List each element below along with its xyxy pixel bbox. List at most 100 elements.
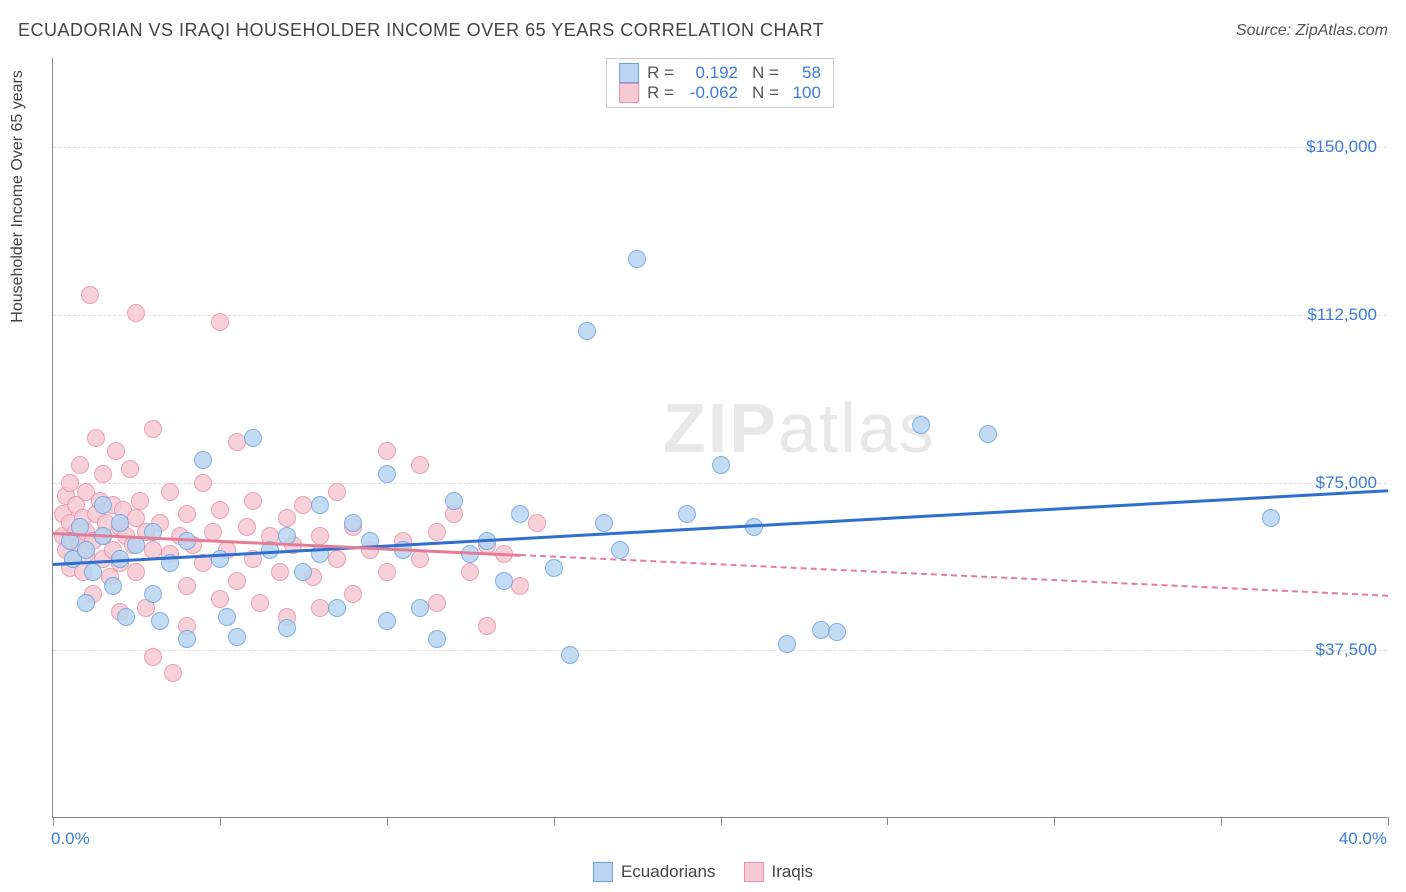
data-point xyxy=(144,585,162,603)
y-tick-label: $112,500 xyxy=(1307,305,1377,325)
data-point xyxy=(81,286,99,304)
trend-line-dashed xyxy=(520,554,1388,597)
y-tick-label: $150,000 xyxy=(1306,137,1377,157)
legend-swatch xyxy=(619,63,639,83)
r-value: -0.062 xyxy=(682,83,738,103)
legend-label: Iraqis xyxy=(771,862,813,882)
x-tick xyxy=(1388,817,1389,825)
data-point xyxy=(228,572,246,590)
n-label: N = xyxy=(752,83,779,103)
data-point xyxy=(828,623,846,641)
data-point xyxy=(61,474,79,492)
data-point xyxy=(461,563,479,581)
data-point xyxy=(712,456,730,474)
data-point xyxy=(271,563,289,581)
gridline xyxy=(53,650,1387,651)
data-point xyxy=(127,304,145,322)
data-point xyxy=(1262,509,1280,527)
stats-legend: R = 0.192 N = 58R = -0.062 N = 100 xyxy=(606,58,834,108)
data-point xyxy=(77,594,95,612)
gridline xyxy=(53,147,1387,148)
data-point xyxy=(278,509,296,527)
data-point xyxy=(161,483,179,501)
data-point xyxy=(211,501,229,519)
n-value: 100 xyxy=(787,83,821,103)
gridline xyxy=(53,483,1387,484)
data-point xyxy=(328,483,346,501)
legend-label: Ecuadorians xyxy=(621,862,716,882)
data-point xyxy=(428,523,446,541)
legend-swatch xyxy=(743,862,763,882)
data-point xyxy=(912,416,930,434)
r-value: 0.192 xyxy=(682,63,738,83)
data-point xyxy=(428,594,446,612)
data-point xyxy=(87,429,105,447)
data-point xyxy=(104,577,122,595)
x-tick-label: 0.0% xyxy=(51,829,90,849)
data-point xyxy=(979,425,997,443)
data-point xyxy=(311,527,329,545)
x-tick xyxy=(1221,817,1222,825)
data-point xyxy=(328,599,346,617)
series-legend: Ecuadorians Iraqis xyxy=(593,862,813,882)
data-point xyxy=(77,541,95,559)
chart-header: ECUADORIAN VS IRAQI HOUSEHOLDER INCOME O… xyxy=(18,20,1388,41)
stats-row: R =-0.062N =100 xyxy=(619,83,821,103)
data-point xyxy=(144,541,162,559)
data-point xyxy=(578,322,596,340)
data-point xyxy=(194,451,212,469)
data-point xyxy=(144,648,162,666)
legend-swatch xyxy=(619,83,639,103)
legend-item: Ecuadorians xyxy=(593,862,716,882)
n-label: N = xyxy=(752,63,779,83)
data-point xyxy=(94,496,112,514)
n-value: 58 xyxy=(787,63,821,83)
data-point xyxy=(151,612,169,630)
data-point xyxy=(94,465,112,483)
gridline xyxy=(53,315,1387,316)
x-tick xyxy=(387,817,388,825)
data-point xyxy=(144,420,162,438)
data-point xyxy=(244,429,262,447)
data-point xyxy=(238,518,256,536)
data-point xyxy=(178,505,196,523)
x-tick xyxy=(220,817,221,825)
x-tick xyxy=(1054,817,1055,825)
data-point xyxy=(311,496,329,514)
data-point xyxy=(611,541,629,559)
data-point xyxy=(595,514,613,532)
data-point xyxy=(278,619,296,637)
data-point xyxy=(511,577,529,595)
data-point xyxy=(211,313,229,331)
data-point xyxy=(218,608,236,626)
data-point xyxy=(111,514,129,532)
data-point xyxy=(84,563,102,581)
data-point xyxy=(628,250,646,268)
x-tick xyxy=(53,817,54,825)
data-point xyxy=(178,630,196,648)
x-tick xyxy=(721,817,722,825)
stats-row: R = 0.192 N = 58 xyxy=(619,63,821,83)
data-point xyxy=(445,492,463,510)
y-tick-label: $37,500 xyxy=(1316,640,1377,660)
data-point xyxy=(164,664,182,682)
data-point xyxy=(561,646,579,664)
data-point xyxy=(344,514,362,532)
data-point xyxy=(311,599,329,617)
data-point xyxy=(411,456,429,474)
watermark: ZIPatlas xyxy=(663,388,936,468)
data-point xyxy=(511,505,529,523)
plot-area: ZIPatlas R = 0.192 N = 58R = -0.062 N = 100 $3… xyxy=(52,58,1387,818)
data-point xyxy=(428,630,446,648)
data-point xyxy=(211,590,229,608)
data-point xyxy=(378,442,396,460)
data-point xyxy=(251,594,269,612)
legend-item: Iraqis xyxy=(743,862,813,882)
data-point xyxy=(117,608,135,626)
data-point xyxy=(107,442,125,460)
data-point xyxy=(495,572,513,590)
data-point xyxy=(228,433,246,451)
source-label: Source: ZipAtlas.com xyxy=(1236,22,1388,40)
r-label: R = xyxy=(647,63,674,83)
data-point xyxy=(71,456,89,474)
